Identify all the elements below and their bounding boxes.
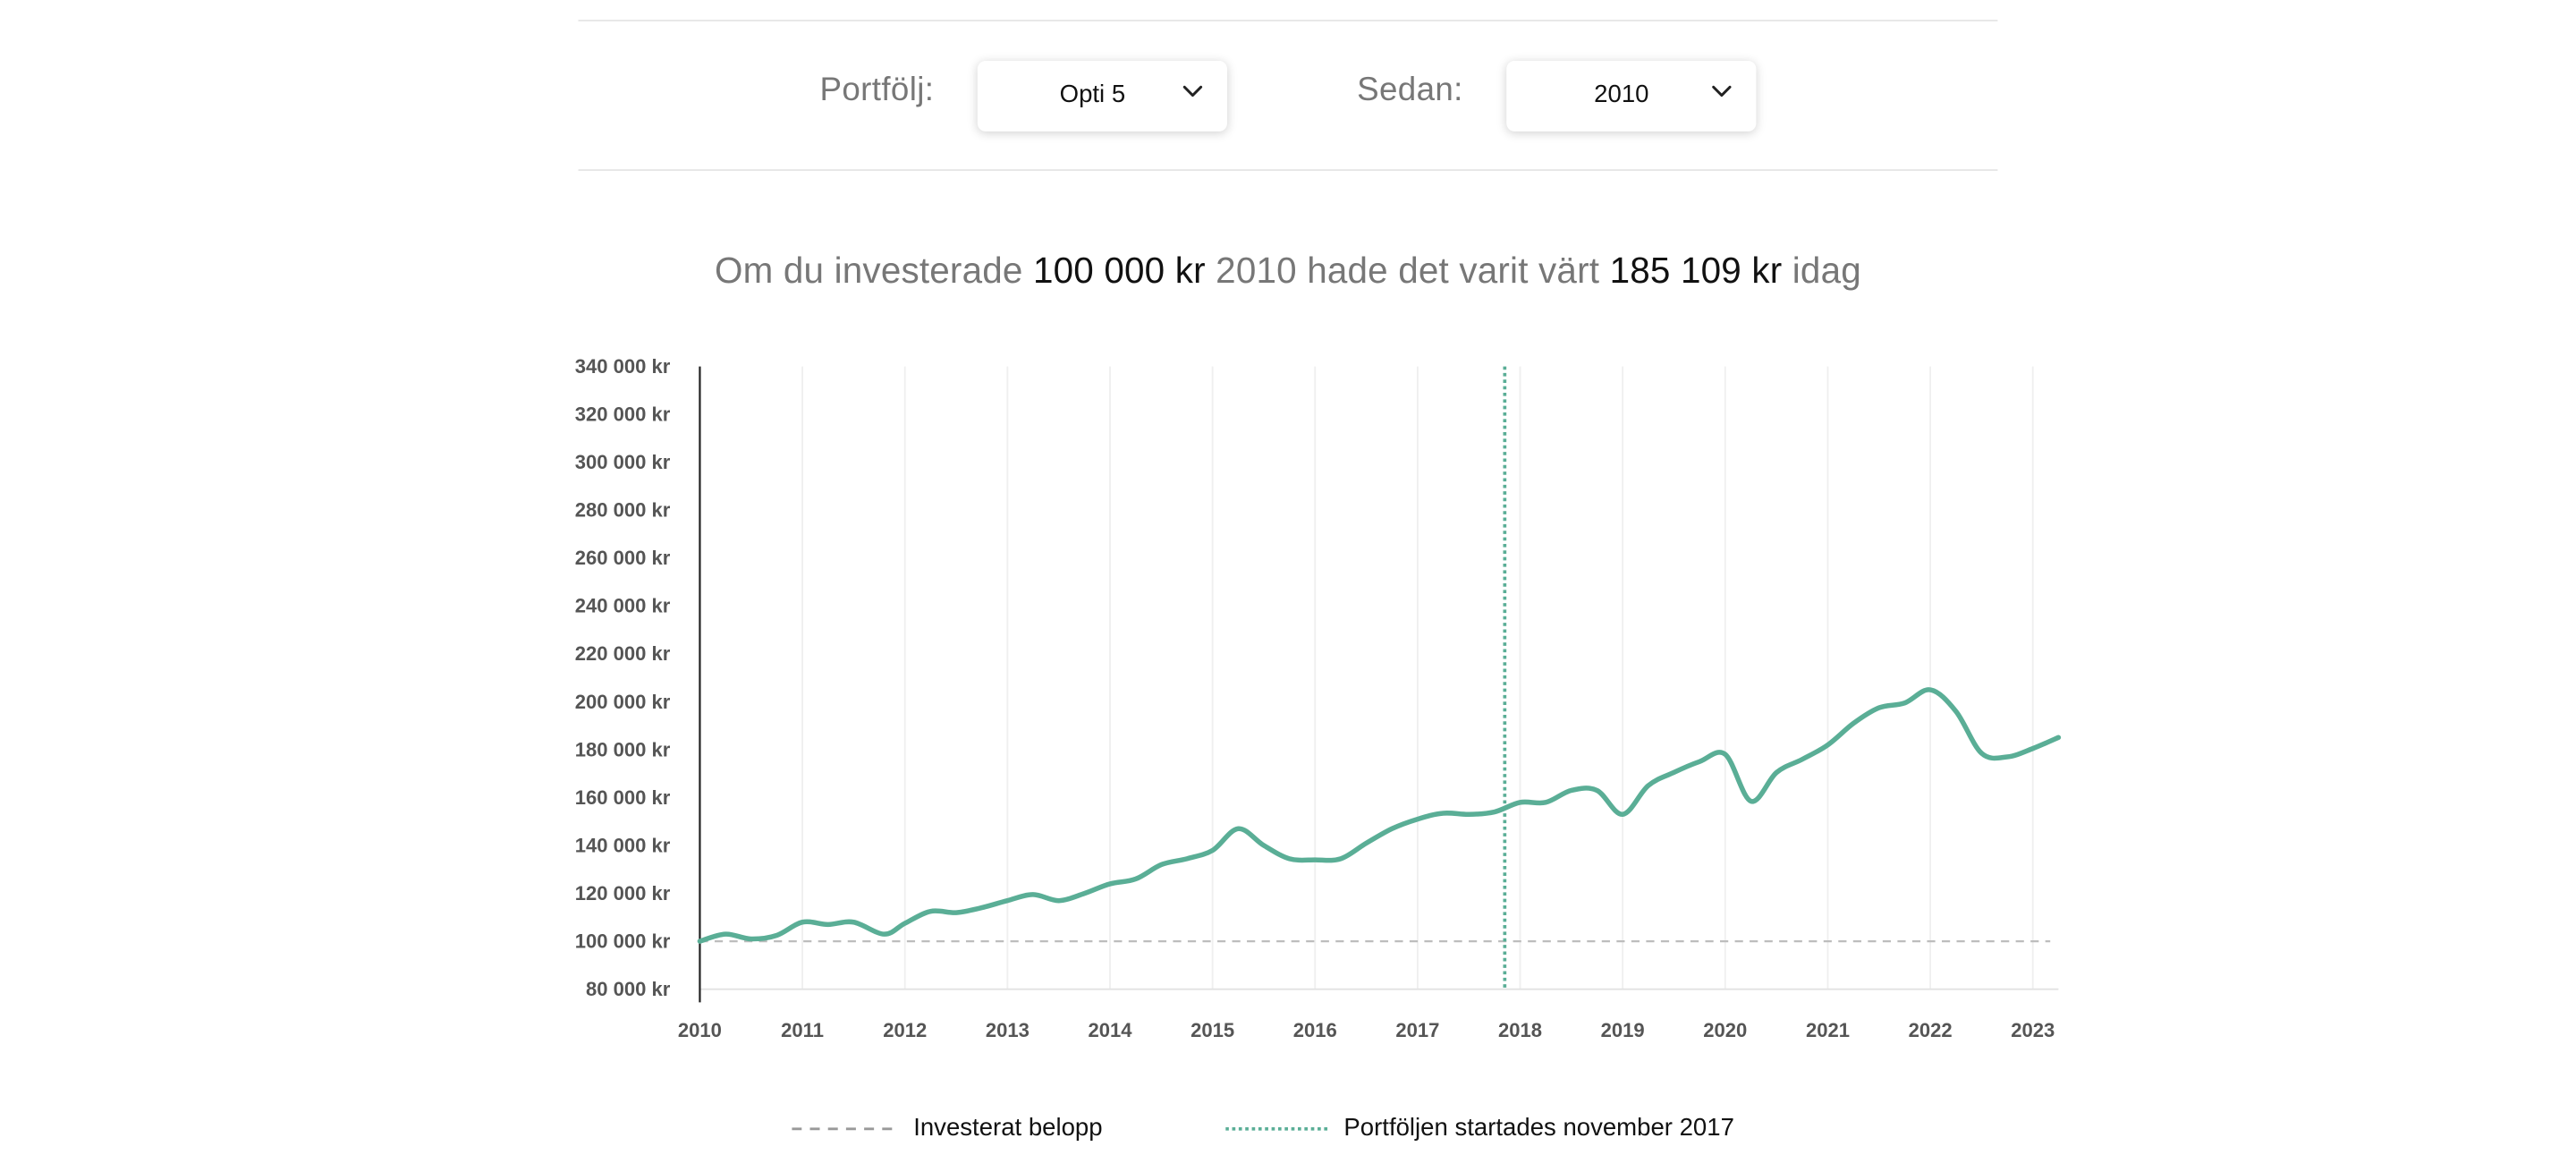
headline-text-1: Om du investerade xyxy=(715,250,1033,292)
y-tick-label: 80 000 kr xyxy=(586,978,671,1000)
y-tick-label: 260 000 kr xyxy=(575,547,671,569)
headline-invested-amount: 100 000 kr xyxy=(1032,250,1206,292)
headline-text-3: idag xyxy=(1782,250,1861,292)
portfolio-label: Portfölj: xyxy=(819,72,935,109)
x-tick-label: 2010 xyxy=(678,1019,722,1041)
legend-invested-label: Investerat belopp xyxy=(913,1114,1103,1142)
portfolio-select[interactable]: Opti 5 xyxy=(977,60,1228,132)
x-tick-label: 2017 xyxy=(1395,1019,1439,1041)
portfolio-select-value: Opti 5 xyxy=(1059,80,1126,109)
headline-text-2: 2010 hade det varit värt xyxy=(1205,250,1610,292)
x-tick-label: 2015 xyxy=(1191,1019,1234,1041)
x-tick-label: 2013 xyxy=(986,1019,1030,1041)
x-tick-label: 2011 xyxy=(781,1019,824,1041)
y-tick-label: 160 000 kr xyxy=(575,786,671,809)
headline-result-amount: 185 109 kr xyxy=(1609,250,1783,292)
y-tick-label: 280 000 kr xyxy=(575,499,671,522)
x-tick-label: 2016 xyxy=(1293,1019,1337,1041)
y-tick-label: 240 000 kr xyxy=(575,595,671,617)
x-tick-label: 2014 xyxy=(1088,1019,1132,1041)
dotted-line-icon xyxy=(1225,1126,1331,1130)
x-tick-label: 2020 xyxy=(1703,1019,1747,1041)
chevron-down-icon xyxy=(1712,85,1732,97)
dashed-line-icon xyxy=(792,1126,901,1130)
portfolio-value-line xyxy=(697,687,2062,944)
since-select-value: 2010 xyxy=(1594,80,1649,109)
x-tick-label: 2021 xyxy=(1806,1019,1850,1041)
legend-portfolio-start-label: Portföljen startades november 2017 xyxy=(1343,1114,1734,1142)
y-tick-label: 140 000 kr xyxy=(575,834,671,856)
x-tick-label: 2019 xyxy=(1601,1019,1645,1041)
since-label: Sedan: xyxy=(1357,72,1463,109)
y-tick-label: 200 000 kr xyxy=(575,691,671,713)
y-tick-label: 100 000 kr xyxy=(575,930,671,952)
chevron-down-icon xyxy=(1182,85,1203,97)
legend-portfolio-start: Portföljen startades november 2017 xyxy=(1225,1114,1734,1142)
y-tick-label: 320 000 kr xyxy=(575,403,671,425)
y-tick-label: 120 000 kr xyxy=(575,882,671,904)
x-tick-label: 2022 xyxy=(1909,1019,1953,1041)
y-tick-label: 300 000 kr xyxy=(575,451,671,473)
divider-bottom xyxy=(578,169,1998,172)
legend-invested: Investerat belopp xyxy=(792,1114,1103,1142)
result-headline: Om du investerade 100 000 kr 2010 hade d… xyxy=(0,250,2576,293)
divider-top xyxy=(578,20,1998,21)
y-tick-label: 220 000 kr xyxy=(575,642,671,665)
x-tick-label: 2012 xyxy=(883,1019,927,1041)
x-tick-label: 2023 xyxy=(2011,1019,2055,1041)
y-tick-label: 180 000 kr xyxy=(575,738,671,760)
y-tick-label: 340 000 kr xyxy=(575,355,671,378)
since-select[interactable]: 2010 xyxy=(1506,60,1757,132)
x-tick-label: 2018 xyxy=(1498,1019,1542,1041)
